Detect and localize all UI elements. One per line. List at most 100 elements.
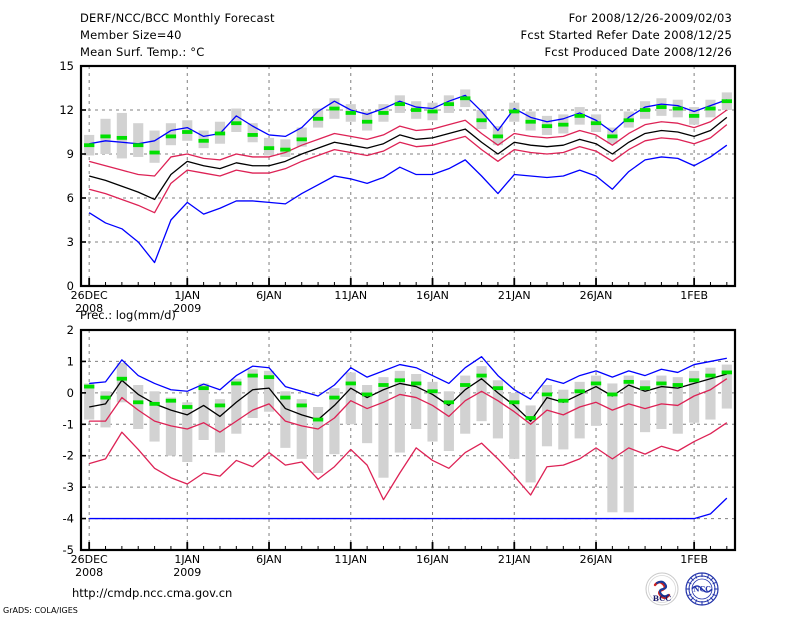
observation-dash xyxy=(607,134,618,139)
series-line-maximum xyxy=(89,94,728,145)
observation-dash xyxy=(116,135,128,140)
spread-bar xyxy=(247,123,258,143)
x-tick-label-year: 2008 xyxy=(75,302,104,315)
chart-title: DERF/NCC/BCC Monthly Forecast xyxy=(80,11,275,25)
observation-dash xyxy=(672,383,683,387)
y-tick-label: 12 xyxy=(59,103,74,117)
series-line-ensemble-mean xyxy=(89,373,728,422)
x-tick-label-date: 26DEC xyxy=(70,289,108,302)
precipitation-panel: -5 -4 -3 -2 -1 0 1 2 xyxy=(0,322,800,572)
observation-dash xyxy=(182,130,193,134)
spread-bar xyxy=(165,397,176,456)
observation-dash xyxy=(476,373,487,378)
spread-bar xyxy=(427,381,438,442)
observation-dash xyxy=(639,108,651,112)
x-tick-label-date: 11JAN xyxy=(334,289,368,302)
spread-bar xyxy=(133,385,144,429)
spread-bar xyxy=(590,375,602,426)
svg-text:BCC: BCC xyxy=(653,594,671,603)
observation-dash xyxy=(509,400,520,405)
observation-dashes xyxy=(84,370,732,422)
observation-dash xyxy=(345,111,356,115)
x-tick-label-date: 6JAN xyxy=(256,553,282,566)
observation-dash xyxy=(590,121,602,126)
observation-dash xyxy=(296,137,307,142)
y-tick-label: 0 xyxy=(67,386,74,400)
observation-dash xyxy=(525,119,536,124)
x-tick-label: 1FEB xyxy=(654,289,734,302)
x-tick-label-date: 26DEC xyxy=(70,553,108,566)
observation-dash xyxy=(460,383,471,387)
spread-bar xyxy=(656,375,667,429)
member-size-label: Member Size=40 xyxy=(80,28,182,42)
spread-bar xyxy=(689,370,700,423)
observation-dash xyxy=(443,102,455,107)
observation-dash xyxy=(492,386,504,391)
y-tick-label: -1 xyxy=(63,417,74,431)
temperature-plot: 0 3 6 9 12 15 xyxy=(59,59,737,293)
observation-dash xyxy=(280,395,291,400)
x-tick-label-date: 21JAN xyxy=(497,289,531,302)
observation-dash xyxy=(721,370,732,375)
spread-bar xyxy=(345,372,356,425)
spread-bar xyxy=(133,123,144,157)
forecast-produced-date-label: Fcst Produced Date 2008/12/26 xyxy=(544,45,732,59)
observation-dash xyxy=(656,381,667,386)
series-line-upper-quartile xyxy=(89,109,728,177)
spread-bar xyxy=(100,391,111,428)
observation-dash xyxy=(133,143,144,148)
observation-dash xyxy=(149,401,160,406)
x-tick-label: 1JAN 2009 xyxy=(147,553,227,579)
observation-dash xyxy=(165,398,177,403)
spread-bar xyxy=(640,380,651,433)
observation-dash xyxy=(312,417,324,422)
observation-dash xyxy=(247,133,258,137)
spread-bar xyxy=(411,374,422,429)
spread-bar xyxy=(296,127,307,147)
y-tick-label: -5 xyxy=(63,543,74,557)
observation-dash xyxy=(182,405,193,409)
x-tick-label-date: 11JAN xyxy=(334,553,368,566)
svg-text:NCC: NCC xyxy=(693,585,711,594)
observation-dash xyxy=(558,398,569,403)
lower-panel-title: Prec.: log(mm/d) xyxy=(80,308,176,322)
x-tick-label-date: 1JAN xyxy=(174,553,201,566)
x-tick-label: 6JAN xyxy=(229,553,309,566)
x-tick-label-date: 6JAN xyxy=(256,289,282,302)
spread-bar xyxy=(705,367,716,420)
x-tick-label-date: 1JAN xyxy=(174,289,201,302)
observation-dash xyxy=(329,106,340,111)
cmdp-url-link[interactable]: http://cmdp.ncc.cma.gov.cn xyxy=(72,586,233,600)
observation-dash xyxy=(116,376,128,381)
upper-panel-title: Mean Surf. Temp.: °C xyxy=(80,45,205,59)
observation-dash xyxy=(231,121,242,126)
spread-bar xyxy=(509,392,520,459)
y-tick-label: -2 xyxy=(63,449,74,463)
observation-dash xyxy=(427,109,438,114)
ensemble-spread-bars xyxy=(84,363,732,513)
observation-dash xyxy=(263,375,275,380)
observation-dash xyxy=(525,416,536,420)
x-tick-label: 6JAN xyxy=(229,289,309,302)
spread-bar xyxy=(231,108,242,132)
observation-dash xyxy=(558,122,569,127)
observation-dash xyxy=(361,392,373,397)
y-tick-label: 2 xyxy=(67,323,74,337)
spread-bar xyxy=(84,383,95,420)
observation-dash xyxy=(541,392,553,397)
observation-dash xyxy=(427,389,438,394)
series-line-upper-quartile xyxy=(89,378,728,433)
observation-dash xyxy=(509,109,520,114)
observation-dash xyxy=(149,150,160,155)
spread-bar xyxy=(476,366,487,422)
y-tick-label: -4 xyxy=(63,512,74,526)
x-tick-label: 11JAN xyxy=(311,553,391,566)
observation-dash xyxy=(361,119,373,124)
x-tick-label: 21JAN xyxy=(474,553,554,566)
observation-dash xyxy=(705,373,716,378)
y-tick-label: 0 xyxy=(67,279,74,293)
y-tick-label: 9 xyxy=(67,147,74,161)
observation-dash xyxy=(705,106,716,111)
x-tick-label-date: 16JAN xyxy=(416,553,449,566)
